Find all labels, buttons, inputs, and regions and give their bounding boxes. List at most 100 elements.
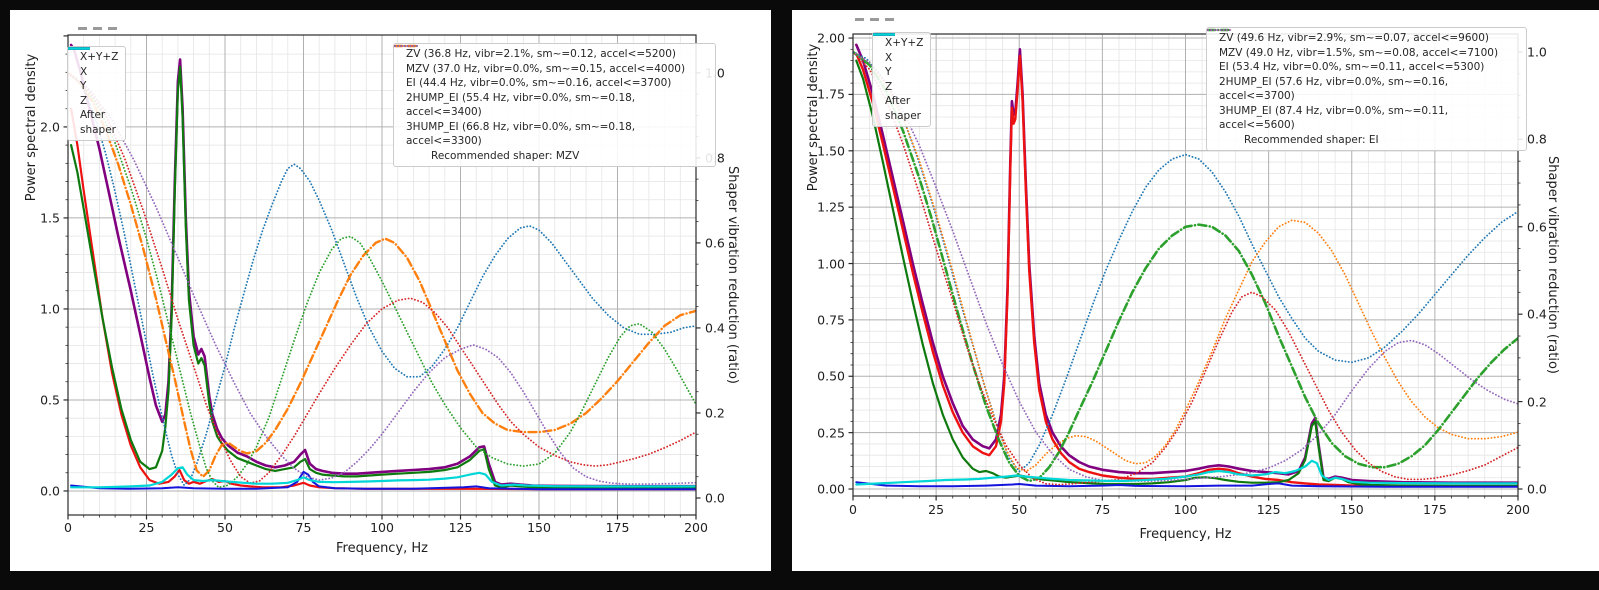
legend-label: Z xyxy=(885,80,893,93)
legend-item: 3HUMP_EI (66.8 Hz, vibr=0.0%, sm~=0.18, … xyxy=(394,45,708,149)
legend-item: X+Y+Z xyxy=(873,33,923,51)
y-tick-label: 0.0 xyxy=(40,483,60,499)
legend-item: Z xyxy=(873,33,923,95)
cropped-title-fragment xyxy=(78,27,117,30)
shaper-legend: ZV (36.8 Hz, vibr=2.1%, sm~=0.12, accel<… xyxy=(393,43,716,167)
legend-item: ZV (49.6 Hz, vibr=2.9%, sm~=0.07, accel<… xyxy=(1207,29,1519,46)
x-tick-label: 75 xyxy=(295,520,312,535)
shaper-curve-zv xyxy=(68,71,696,487)
legend-label: EI (44.4 Hz, vibr=0.0%, sm~=0.16, accel<… xyxy=(406,77,672,89)
y-tick-label: 1.0 xyxy=(40,301,60,317)
recommended-shaper-note: Recommended shaper: MZV xyxy=(431,149,580,162)
legend-item: X xyxy=(68,47,118,80)
psd-curve-y xyxy=(855,59,1518,487)
legend-label: 3HUMP_EI (66.8 Hz, vibr=0.0%, sm~=0.18, … xyxy=(406,120,636,148)
shaper-curve-mzv xyxy=(68,71,696,478)
legend-item: After shaper xyxy=(68,47,118,137)
legend-item: Y xyxy=(68,47,118,94)
x-tick-label: 150 xyxy=(1339,502,1364,517)
y-tick-label: 1.00 xyxy=(817,256,845,272)
x-tick-label: 25 xyxy=(928,502,945,517)
psd-curve-z xyxy=(855,481,1518,488)
x-tick-label: 200 xyxy=(684,520,708,535)
legend-item: Recommended shaper: EI xyxy=(1213,133,1519,148)
legend-label: MZV (37.0 Hz, vibr=0.0%, sm~=0.15, accel… xyxy=(406,62,686,75)
ratio-tick-label: 0.6 xyxy=(1527,219,1547,235)
y-tick-label: 0.75 xyxy=(817,312,845,328)
y-tick-label: 0.5 xyxy=(40,392,60,408)
legend-item: MZV (37.0 Hz, vibr=0.0%, sm~=0.15, accel… xyxy=(394,44,708,77)
x-tick-label: 0 xyxy=(849,502,857,517)
series-legend: X+Y+Z X Y Z After shaper xyxy=(67,46,127,141)
legend-item: X xyxy=(873,33,923,66)
psd-curve-z xyxy=(70,470,696,491)
legend-label: Y xyxy=(885,66,892,78)
legend-item: MZV (49.0 Hz, vibr=1.5%, sm~=0.08, accel… xyxy=(1207,29,1519,61)
legend-label: X+Y+Z xyxy=(80,51,119,63)
x-tick-label: 150 xyxy=(527,520,551,535)
legend-item: 2HUMP_EI (55.4 Hz, vibr=0.0%, sm~=0.18, … xyxy=(394,45,708,120)
x-tick-label: 50 xyxy=(217,520,233,535)
shaper-curve-3hump_ei xyxy=(68,71,696,485)
y-tick-label: 2.00 xyxy=(817,30,845,46)
ratio-tick-label: 0.0 xyxy=(1527,481,1547,497)
y-tick-label: 1.5 xyxy=(40,210,60,226)
ratio-tick-label: 0.6 xyxy=(705,235,725,251)
series-legend: X+Y+Z X Y Z After shaper xyxy=(872,32,932,127)
chart-canvas xyxy=(848,33,1523,501)
y-tick-label: 1.25 xyxy=(817,199,845,215)
legend-label: Z xyxy=(80,94,88,107)
legend-label: X xyxy=(80,65,88,78)
legend-item: ZV (36.8 Hz, vibr=2.1%, sm~=0.12, accel<… xyxy=(394,45,708,62)
shaper-curve-2hump_ei xyxy=(853,51,1518,486)
legend-label: Y xyxy=(80,80,87,92)
legend-item: Y xyxy=(873,33,923,80)
legend-item: 3HUMP_EI (87.4 Hz, vibr=0.0%, sm~=0.11, … xyxy=(1207,29,1519,133)
shaper-legend: ZV (49.6 Hz, vibr=2.9%, sm~=0.07, accel<… xyxy=(1206,27,1527,151)
legend-item: EI (53.4 Hz, vibr=0.0%, sm~=0.11, accel<… xyxy=(1207,28,1519,75)
legend-label: ZV (49.6 Hz, vibr=2.9%, sm~=0.07, accel<… xyxy=(1219,32,1489,44)
x-tick-label: 200 xyxy=(1506,502,1530,517)
y-tick-label: 0.00 xyxy=(817,481,845,497)
ratio-tick-label: 0.2 xyxy=(705,405,725,421)
right-y-axis-label: Shaper vibration reduction (ratio) xyxy=(1545,156,1560,374)
x-tick-label: 100 xyxy=(370,520,394,535)
y-tick-label: 0.25 xyxy=(817,425,845,441)
chart-canvas xyxy=(63,34,701,520)
legend-label: 3HUMP_EI (87.4 Hz, vibr=0.0%, sm~=0.11, … xyxy=(1219,104,1449,132)
ratio-tick-label: 0.4 xyxy=(705,320,725,336)
y-axis-label: Power spectral density xyxy=(806,43,821,192)
y-tick-label: 1.50 xyxy=(817,143,845,159)
legend-item: EI (44.4 Hz, vibr=0.0%, sm~=0.16, accel<… xyxy=(394,45,708,91)
legend-item: 2HUMP_EI (57.6 Hz, vibr=0.0%, sm~=0.16, … xyxy=(1207,29,1519,104)
ratio-tick-label: 0.0 xyxy=(705,490,725,506)
legend-label: 2HUMP_EI (57.6 Hz, vibr=0.0%, sm~=0.16, … xyxy=(1219,75,1449,103)
legend-label: EI (53.4 Hz, vibr=0.0%, sm~=0.11, accel<… xyxy=(1219,61,1485,73)
x-tick-label: 175 xyxy=(605,520,630,535)
recommended-shaper-note: Recommended shaper: EI xyxy=(1244,133,1379,146)
x-tick-label: 25 xyxy=(138,520,155,535)
legend-label: MZV (49.0 Hz, vibr=1.5%, sm~=0.08, accel… xyxy=(1219,46,1499,59)
x-axis-label: Frequency, Hz xyxy=(335,541,429,556)
x-tick-label: 125 xyxy=(448,520,473,535)
y-axis-label: Power spectral density xyxy=(24,53,39,202)
legend-label: ZV (36.8 Hz, vibr=2.1%, sm~=0.12, accel<… xyxy=(406,48,676,60)
shaper-curve-mzv xyxy=(853,51,1518,473)
legend-label: After shaper xyxy=(80,109,117,136)
y-tick-label: 0.50 xyxy=(817,368,845,384)
plot-panel-left: 0 25 50 75 100 125 150 175 200 0.0 0.5 1.0 1.5 2.0 0.0… xyxy=(10,10,771,571)
x-tick-label: 0 xyxy=(64,520,72,535)
shaper-curve-2hump_ei xyxy=(68,71,696,484)
legend-label: X xyxy=(885,51,893,64)
psd-curve-after-shaper xyxy=(855,459,1518,486)
ratio-tick-label: 1.0 xyxy=(1527,44,1547,60)
legend-label: 2HUMP_EI (55.4 Hz, vibr=0.0%, sm~=0.18, … xyxy=(406,91,636,119)
psd-curve-after-shaper xyxy=(70,466,696,489)
cropped-title-fragment xyxy=(855,18,894,21)
x-tick-label: 175 xyxy=(1422,502,1447,517)
legend-item: Recommended shaper: MZV xyxy=(400,149,708,164)
shaper-curve-3hump_ei xyxy=(853,51,1518,482)
x-tick-label: 50 xyxy=(1011,502,1028,517)
ratio-tick-label: 0.2 xyxy=(1527,394,1547,410)
